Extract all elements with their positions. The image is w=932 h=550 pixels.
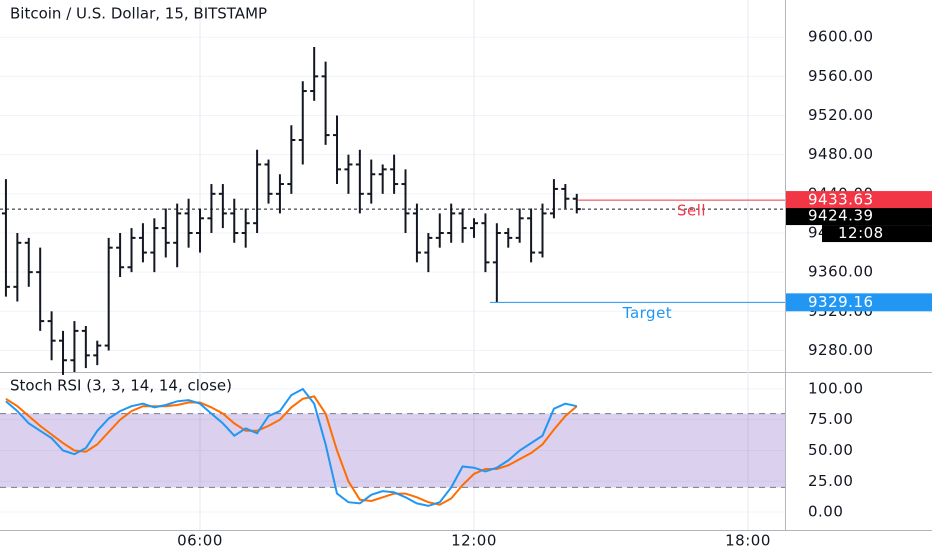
pane-title: Bitcoin / U.S. Dollar, 15, BITSTAMP bbox=[10, 5, 267, 23]
level-price: 9433.63 bbox=[808, 191, 874, 209]
pane-title: Stoch RSI (3, 3, 14, 14, close) bbox=[10, 377, 232, 395]
y-tick-label: 25.00 bbox=[808, 472, 853, 490]
last-price-box bbox=[786, 208, 932, 226]
y-tick-label: 9560.00 bbox=[808, 67, 874, 85]
y-tick-label: 50.00 bbox=[808, 441, 853, 459]
level-price-box bbox=[786, 191, 932, 210]
countdown-box bbox=[822, 225, 932, 243]
y-tick-label: 9480.00 bbox=[808, 145, 874, 163]
y-tick-label: 0.00 bbox=[808, 503, 843, 521]
grid bbox=[0, 0, 785, 530]
y-tick-label: 9600.00 bbox=[808, 28, 874, 46]
x-tick-label: 18:00 bbox=[725, 532, 771, 550]
y-tick-label: 100.00 bbox=[808, 379, 864, 397]
countdown: 12:08 bbox=[838, 224, 884, 242]
y-tick-label: 9280.00 bbox=[808, 341, 874, 359]
band-fill bbox=[0, 413, 785, 488]
level-label: Target bbox=[622, 304, 672, 322]
x-tick-label: 12:00 bbox=[451, 532, 497, 550]
x-tick-label: 06:00 bbox=[177, 532, 223, 550]
level-price-box bbox=[786, 293, 932, 312]
last-price: 9424.39 bbox=[808, 207, 874, 225]
y-tick-label: 9360.00 bbox=[808, 263, 874, 281]
level-price: 9329.16 bbox=[808, 293, 874, 311]
y-tick-label: 75.00 bbox=[808, 410, 853, 428]
plot bbox=[0, 46, 785, 507]
y-tick-label: 9520.00 bbox=[808, 106, 874, 124]
labels: 9280.009320.009360.009400.009440.009480.… bbox=[10, 5, 932, 550]
series-line bbox=[5, 387, 578, 507]
level-label: Sell bbox=[677, 202, 706, 220]
